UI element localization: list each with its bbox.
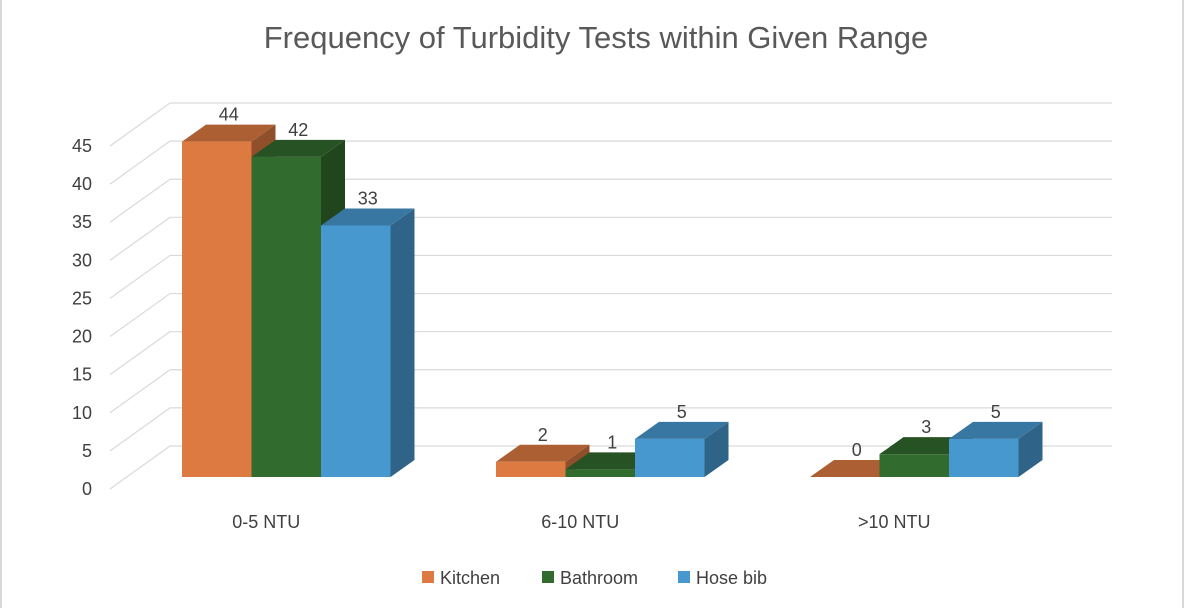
data-labels: 44 42 33 2 1 5 0 3 5 [219, 105, 1001, 460]
data-label: 33 [358, 188, 378, 208]
data-label: 5 [677, 402, 687, 422]
legend-item: Hose bib [678, 568, 767, 588]
y-tick-label: 5 [82, 441, 92, 461]
data-label: 44 [219, 105, 239, 125]
x-category-label: 6-10 NTU [541, 512, 619, 532]
legend-swatch [678, 571, 690, 583]
legend-label: Bathroom [560, 568, 638, 588]
data-label: 2 [538, 425, 548, 445]
y-tick-label: 45 [72, 136, 92, 156]
y-tick-label: 15 [72, 365, 92, 385]
y-tick-label: 25 [72, 288, 92, 308]
bar-hose-bib [949, 421, 1043, 477]
bar-hose-bib [635, 421, 729, 477]
data-label: 3 [921, 417, 931, 437]
legend-swatch [542, 571, 554, 583]
x-category-label: 0-5 NTU [232, 512, 300, 532]
chart-title: Frequency of Turbidity Tests within Give… [264, 20, 929, 55]
data-label: 0 [852, 440, 862, 460]
data-label: 5 [991, 402, 1001, 422]
legend-label: Kitchen [440, 568, 500, 588]
y-tick-label: 40 [72, 174, 92, 194]
data-label: 42 [288, 120, 308, 140]
y-tick-label: 30 [72, 250, 92, 270]
y-tick-label: 10 [72, 403, 92, 423]
bars [182, 124, 1043, 477]
y-tick-label: 20 [72, 327, 92, 347]
data-label: 1 [607, 432, 617, 452]
x-category-label: >10 NTU [858, 512, 931, 532]
legend-label: Hose bib [696, 568, 767, 588]
bar-hose-bib [321, 208, 415, 477]
y-tick-label: 0 [82, 479, 92, 499]
legend-item: Kitchen [422, 568, 500, 588]
y-tick-label: 35 [72, 212, 92, 232]
gridline [109, 102, 1112, 147]
legend: Kitchen Bathroom Hose bib [422, 568, 767, 588]
y-axis-ticks: 0 5 10 15 20 25 30 35 40 45 [72, 136, 92, 499]
legend-swatch [422, 571, 434, 583]
bar-kitchen [496, 444, 590, 477]
x-axis-categories: 0-5 NTU 6-10 NTU >10 NTU [232, 512, 930, 532]
legend-item: Bathroom [542, 568, 638, 588]
